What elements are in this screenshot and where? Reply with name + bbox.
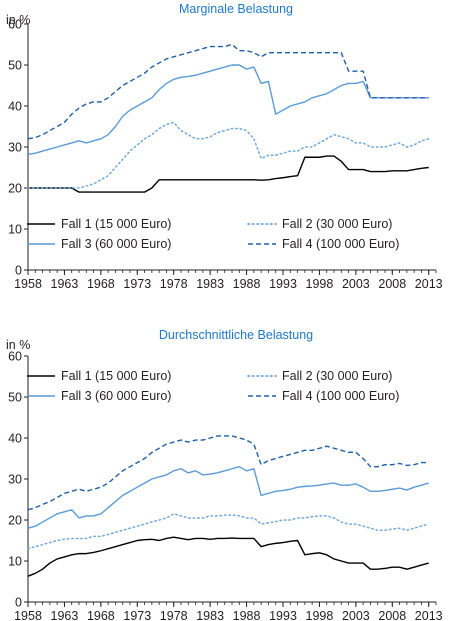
legend-label-3: Fall 3 (60 000 Euro) <box>61 389 171 403</box>
x-tick-label: 1973 <box>123 277 151 291</box>
x-tick-label: 2003 <box>342 609 370 621</box>
y-tick-label: 30 <box>8 473 22 487</box>
y-tick-label: 10 <box>8 555 22 569</box>
x-tick-label: 2003 <box>342 277 370 291</box>
x-tick-label: 1998 <box>306 609 334 621</box>
x-tick-label: 1983 <box>196 609 224 621</box>
legend: Fall 1 (15 000 Euro) Fall 2 (30 000 Euro)… <box>27 369 399 403</box>
y-tick-label: 0 <box>15 264 22 278</box>
x-tick-label: 1963 <box>51 609 79 621</box>
series-layer <box>27 43 430 193</box>
x-tick-label: 1968 <box>87 609 115 621</box>
y-tick-label: 30 <box>8 141 22 155</box>
legend-label-4: Fall 4 (100 000 Euro) <box>282 237 399 251</box>
x-tick-label: 1963 <box>51 277 79 291</box>
x-tick-label: 2008 <box>378 609 406 621</box>
y-tick-label: 40 <box>8 432 22 446</box>
x-tick-label: 2013 <box>415 277 443 291</box>
y-tick-label: 50 <box>8 59 22 73</box>
x-tick-label: 1993 <box>269 609 297 621</box>
series-line-4 <box>27 43 429 140</box>
y-tick-label: 0 <box>15 596 22 610</box>
y-tick-label: 40 <box>8 100 22 114</box>
x-tick-label: 1958 <box>14 277 42 291</box>
y-tick-label: 20 <box>8 514 22 528</box>
chart-title: Durchschnittliche Belastung <box>159 328 313 342</box>
x-tick-label: 1958 <box>14 609 42 621</box>
legend-label-3: Fall 3 (60 000 Euro) <box>61 237 171 251</box>
y-tick-label: 10 <box>8 223 22 237</box>
x-tick-label: 1988 <box>233 277 261 291</box>
axes: 0 10 20 30 40 50 60 1958 1963 1968 1973 1978 1983 198… <box>8 350 443 621</box>
y-tick-label: 60 <box>8 350 22 364</box>
y-tick-label: 20 <box>8 182 22 196</box>
series-line-1 <box>28 155 429 193</box>
legend-label-2: Fall 2 (30 000 Euro) <box>282 217 392 231</box>
x-tick-label: 2013 <box>415 609 443 621</box>
axes: 0 10 20 30 40 50 60 1958 1963 1968 1973 1978 1983 198… <box>8 18 443 292</box>
chart-title: Marginale Belastung <box>179 2 293 16</box>
x-tick-label: 1998 <box>306 277 334 291</box>
y-tick-label: 60 <box>8 18 22 32</box>
legend: Fall 1 (15 000 Euro) Fall 2 (30 000 Euro)… <box>27 217 399 251</box>
legend-label-2: Fall 2 (30 000 Euro) <box>282 369 392 383</box>
series-line-2 <box>27 121 430 189</box>
x-tick-label: 1993 <box>269 277 297 291</box>
x-tick-label: 1978 <box>160 609 188 621</box>
series-line-2 <box>27 513 430 550</box>
series-line-3 <box>27 466 429 529</box>
x-tick-label: 1968 <box>87 277 115 291</box>
legend-label-1: Fall 1 (15 000 Euro) <box>61 217 171 231</box>
series-line-3 <box>27 64 429 156</box>
chart-marginale-belastung: Marginale Belastung in % 010203040506019… <box>6 2 443 291</box>
series-layer <box>27 435 430 577</box>
legend-label-4: Fall 4 (100 000 Euro) <box>282 389 399 403</box>
x-tick-label: 1983 <box>196 277 224 291</box>
x-tick-label: 1988 <box>233 609 261 621</box>
chart-durchschnittliche-belastung: Durchschnittliche Belastung in % 0 10 20 30… <box>6 328 443 621</box>
x-tick-label: 1978 <box>160 277 188 291</box>
x-tick-label: 1973 <box>123 609 151 621</box>
x-tick-label: 2008 <box>378 277 406 291</box>
series-line-4 <box>27 435 429 511</box>
series-line-1 <box>27 536 429 577</box>
legend-label-1: Fall 1 (15 000 Euro) <box>61 369 171 383</box>
y-tick-label: 50 <box>8 391 22 405</box>
y-unit-label: in % <box>6 338 30 352</box>
